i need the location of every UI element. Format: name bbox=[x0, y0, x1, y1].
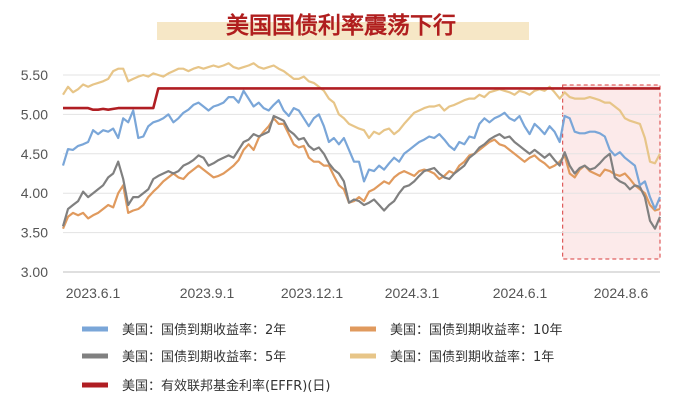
grid-lines bbox=[63, 74, 660, 273]
x-tick-label: 2024.8.6 bbox=[594, 285, 649, 301]
legend-label: 美国：有效联邦基金利率(EFFR)(日) bbox=[122, 378, 331, 394]
y-tick-label: 3.50 bbox=[21, 225, 48, 241]
x-tick-label: 2023.6.1 bbox=[66, 285, 121, 301]
legend-label: 美国：国债到期收益率：2年 bbox=[122, 322, 286, 338]
x-axis: 2023.6.1 2023.9.1 2023.12.1 2024.3.1 2024.6.… bbox=[66, 285, 649, 301]
title-highlight bbox=[157, 22, 529, 40]
series-line-0 bbox=[61, 89, 662, 211]
legend-label: 美国：国债到期收益率：1年 bbox=[390, 349, 554, 365]
series-layer bbox=[61, 62, 662, 230]
y-tick-label: 5.00 bbox=[21, 106, 48, 122]
x-tick-label: 2024.3.1 bbox=[385, 285, 440, 301]
x-tick-label: 2023.12.1 bbox=[281, 285, 343, 301]
y-axis: 3.00 3.50 4.00 4.50 5.00 5.50 bbox=[21, 67, 48, 280]
legend-label: 美国：国债到期收益率：10年 bbox=[390, 322, 563, 338]
series-line-3 bbox=[62, 62, 661, 165]
legend: 美国：国债到期收益率：2年 美国：国债到期收益率：10年美国：国债到期收益率：5年… bbox=[82, 322, 563, 394]
series-line-2 bbox=[61, 114, 662, 230]
y-tick-label: 3.00 bbox=[21, 264, 48, 280]
x-tick-label: 2024.6.1 bbox=[493, 285, 548, 301]
x-tick-label: 2023.9.1 bbox=[180, 285, 235, 301]
y-tick-label: 4.00 bbox=[21, 185, 48, 201]
legend-label: 美国：国债到期收益率：5年 bbox=[122, 349, 286, 365]
title-text: 美国国债利率震荡下行 bbox=[226, 12, 456, 39]
series-line-4 bbox=[63, 87, 660, 111]
chart-title: 美国国债利率震荡下行 bbox=[157, 12, 529, 40]
y-tick-label: 4.50 bbox=[21, 146, 48, 162]
y-tick-label: 5.50 bbox=[21, 67, 48, 83]
